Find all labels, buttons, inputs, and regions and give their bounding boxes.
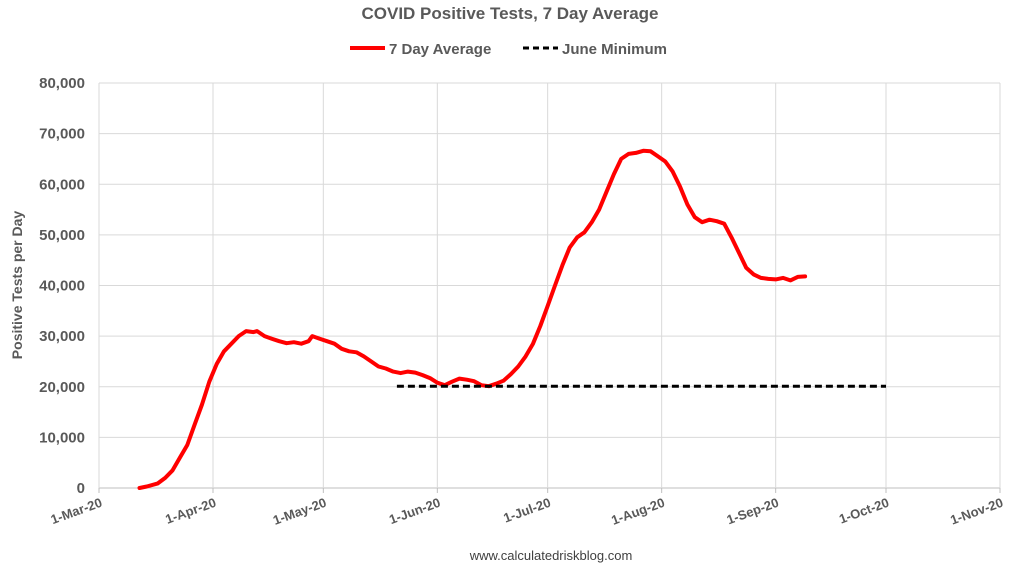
x-tick-labels: 1-Mar-20 1-Apr-20 1-May-20 1-Jun-20 1-Jul-20… xyxy=(49,495,1005,528)
x-tick-label: 1-May-20 xyxy=(271,495,328,528)
y-tick-label: 80,000 xyxy=(39,75,85,92)
y-tick-label: 10,000 xyxy=(39,429,85,446)
x-tick-label: 1-Mar-20 xyxy=(49,495,104,527)
legend-label-june-minimum: June Minimum xyxy=(562,41,667,58)
y-tick-label: 60,000 xyxy=(39,176,85,193)
legend-label-7-day-average: 7 Day Average xyxy=(389,41,491,58)
y-tick-label: 0 xyxy=(77,480,85,497)
series-line-7-day-average xyxy=(137,148,808,490)
x-tick-label: 1-Jun-20 xyxy=(387,495,442,527)
y-axis-label: Positive Tests per Day xyxy=(9,211,25,360)
x-tick-label: 1-Sep-20 xyxy=(725,495,781,528)
gridlines xyxy=(98,82,1001,493)
y-tick-labels: 0 10,000 20,000 30,000 40,000 50,000 60,000 70,… xyxy=(39,75,85,497)
legend: 7 Day Average June Minimum xyxy=(350,41,667,58)
x-tick-label: 1-Aug-20 xyxy=(609,495,666,528)
source-credit: www.calculatedriskblog.com xyxy=(469,548,633,563)
y-tick-label: 30,000 xyxy=(39,328,85,345)
y-tick-label: 40,000 xyxy=(39,278,85,295)
x-tick-label: 1-Apr-20 xyxy=(163,495,218,527)
y-tick-label: 50,000 xyxy=(39,227,85,244)
x-tick-label: 1-Oct-20 xyxy=(837,495,891,527)
x-tick-label: 1-Nov-20 xyxy=(948,495,1005,528)
y-tick-label: 70,000 xyxy=(39,126,85,143)
y-tick-label: 20,000 xyxy=(39,379,85,396)
x-tick-label: 1-Jul-20 xyxy=(501,495,552,526)
series-lines xyxy=(137,148,886,490)
chart-title: COVID Positive Tests, 7 Day Average xyxy=(362,4,659,23)
